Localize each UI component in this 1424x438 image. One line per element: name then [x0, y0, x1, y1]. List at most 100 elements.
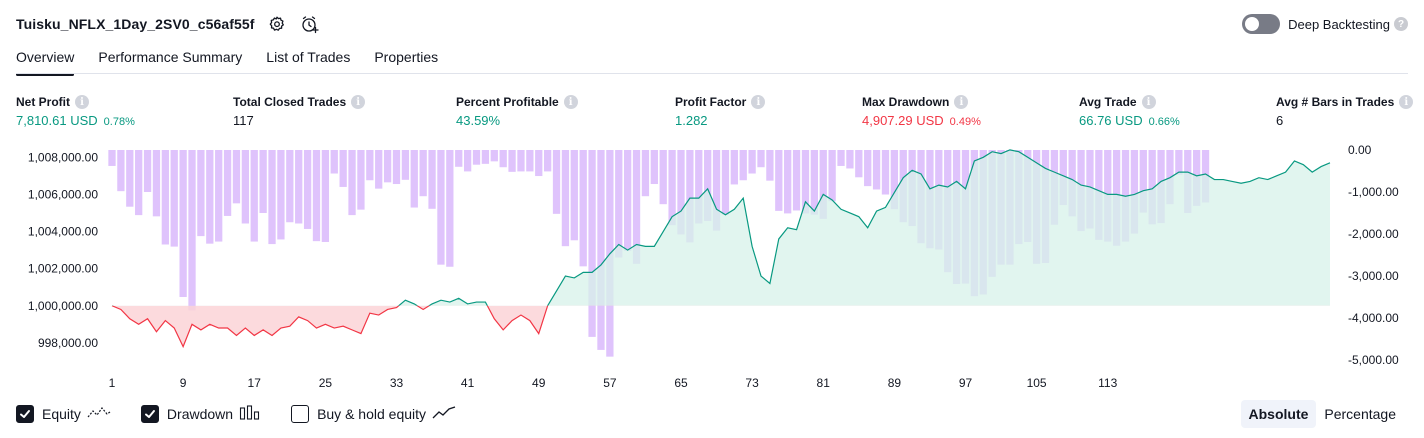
drawdown-bar — [481, 150, 490, 164]
metric-avg-bars-in-trades: Avg # Bars in Trades i 6 — [1276, 94, 1414, 128]
left-axis-tick: 1,002,000.00 — [28, 262, 98, 276]
deep-backtesting-toggle[interactable] — [1242, 14, 1281, 34]
drawdown-bar — [535, 150, 543, 177]
metric-percent: 0.49% — [949, 116, 981, 128]
equity-drawdown-chart[interactable]: 1,008,000.00 1,006,000.00 1,004,000.00 1,00… — [0, 140, 1424, 400]
x-axis-tick: 89 — [888, 376, 902, 390]
tab-list-of-trades[interactable]: List of Trades — [266, 49, 351, 65]
legend-equity[interactable]: Equity — [16, 405, 111, 424]
drawdown-bar — [1130, 150, 1139, 234]
x-axis-tick: 9 — [180, 376, 187, 390]
drawdown-bar — [508, 150, 516, 172]
add-alert-clock-icon[interactable] — [299, 13, 321, 35]
drawdown-bar — [135, 150, 143, 216]
right-axis-tick: -4,000.00 — [1348, 311, 1399, 325]
metric-value: 7,810.61 USD — [16, 113, 98, 128]
drawdown-bar — [819, 150, 827, 219]
drawdown-bar — [721, 150, 730, 215]
x-axis-tick: 17 — [248, 376, 262, 390]
drawdown-bar — [401, 150, 410, 180]
info-icon[interactable]: i — [1399, 95, 1414, 109]
buy-hold-checkbox[interactable] — [291, 405, 310, 423]
info-icon[interactable]: i — [75, 95, 89, 109]
tabs-divider — [16, 73, 1408, 74]
drawdown-bar — [259, 150, 267, 213]
drawdown-bar — [330, 150, 338, 174]
left-axis-tick: 1,008,000.00 — [28, 150, 98, 164]
legend-drawdown[interactable]: Drawdown — [140, 404, 261, 424]
drawdown-bar — [241, 150, 249, 224]
drawdown-bar — [419, 150, 427, 197]
drawdown-bar — [881, 150, 890, 195]
drawdown-bar — [152, 150, 161, 217]
drawdown-bar — [801, 150, 810, 214]
drawdown-bar — [668, 150, 676, 226]
info-icon[interactable]: i — [351, 95, 366, 109]
percentage-button[interactable]: Percentage — [1324, 406, 1396, 422]
left-axis-tick: 1,000,000.00 — [28, 299, 98, 313]
drawdown-bar — [810, 150, 818, 215]
view-mode-switch: Absolute Percentage — [1240, 400, 1405, 428]
tab-bar: Overview Performance Summary List of Tra… — [16, 46, 462, 76]
x-axis-tick: 105 — [1027, 376, 1047, 390]
info-icon[interactable]: i — [563, 95, 578, 109]
left-axis-tick: 998,000.00 — [38, 336, 98, 350]
metric-avg-trade: Avg Trade i 66.76 USD 0.66% — [1079, 94, 1180, 128]
drawdown-bar — [686, 150, 694, 243]
tab-performance-summary[interactable]: Performance Summary — [98, 49, 243, 65]
help-icon[interactable]: ? — [1394, 17, 1408, 31]
drawdown-bar — [828, 150, 836, 202]
info-icon[interactable]: i — [954, 95, 969, 109]
drawdown-bar — [552, 150, 561, 214]
settings-icon[interactable] — [266, 13, 288, 35]
drawdown-bar — [570, 150, 578, 241]
drawdown-bar — [490, 150, 498, 162]
drawdown-bar — [748, 150, 756, 174]
drawdown-checkbox[interactable] — [140, 405, 159, 423]
drawdown-bar — [561, 150, 570, 247]
metric-label: Max Drawdown — [862, 95, 950, 109]
drawdown-bar — [659, 150, 667, 205]
drawdown-bar — [197, 150, 205, 237]
equity-checkbox[interactable] — [16, 405, 34, 423]
drawdown-bar — [446, 150, 454, 267]
drawdown-bar — [712, 150, 721, 231]
deep-backtesting-label: Deep Backtesting — [1288, 16, 1390, 32]
legend-buy-hold[interactable]: Buy & hold equity — [291, 405, 456, 424]
drawdown-bar — [890, 150, 899, 210]
metric-percent: 0.66% — [1148, 116, 1180, 128]
left-axis-tick: 1,006,000.00 — [28, 187, 98, 201]
info-icon[interactable]: i — [1141, 95, 1156, 109]
drawdown-bar — [846, 150, 854, 169]
deep-backtesting: Deep Backtesting ? — [1242, 12, 1408, 36]
drawdown-bar — [428, 150, 436, 209]
x-axis-tick: 113 — [1098, 376, 1117, 390]
x-axis-tick: 25 — [319, 376, 333, 390]
drawdown-bar — [437, 150, 445, 265]
metric-percent-profitable: Percent Profitable i 43.59% — [456, 94, 578, 128]
drawdown-bar — [161, 150, 169, 245]
x-axis-tick: 81 — [817, 376, 831, 390]
drawdown-bar — [188, 150, 196, 311]
drawdown-bar — [543, 150, 552, 172]
drawdown-bar — [295, 150, 303, 224]
drawdown-bar — [775, 150, 783, 211]
drawdown-bar — [232, 150, 241, 204]
drawdown-bar — [499, 150, 507, 168]
chart-legend: Equity Drawdown Buy & hold equity — [16, 403, 486, 425]
drawdown-bar — [766, 150, 774, 181]
drawdown-bar — [312, 150, 321, 242]
tab-overview[interactable]: Overview — [16, 46, 75, 76]
metric-label: Avg # Bars in Trades — [1276, 95, 1395, 109]
drawdown-bar — [1175, 150, 1183, 175]
drawdown-bar — [730, 150, 738, 185]
drawdown-bar — [517, 150, 525, 172]
absolute-button[interactable]: Absolute — [1240, 400, 1317, 428]
info-icon[interactable]: i — [751, 95, 766, 109]
x-axis-tick: 57 — [603, 376, 617, 390]
drawdown-bar — [792, 150, 801, 211]
drawdown-bar — [579, 150, 587, 267]
right-axis-tick: 0.00 — [1348, 143, 1372, 157]
tab-properties[interactable]: Properties — [374, 49, 439, 65]
drawdown-bar — [455, 150, 463, 167]
